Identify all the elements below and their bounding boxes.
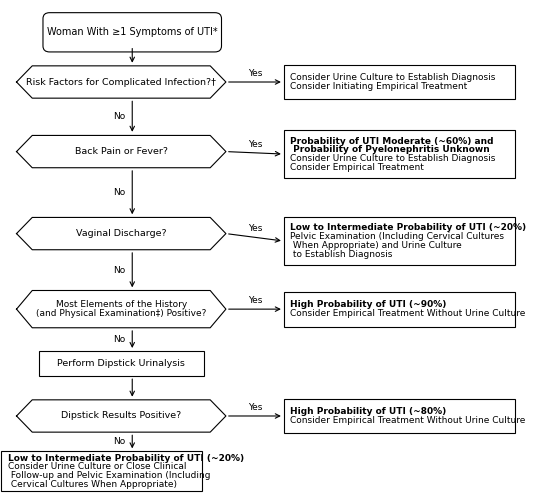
- Text: Consider Initiating Empirical Treatment: Consider Initiating Empirical Treatment: [290, 82, 468, 91]
- Text: Woman With ≥1 Symptoms of UTI*: Woman With ≥1 Symptoms of UTI*: [47, 27, 218, 37]
- Text: Follow-up and Pelvic Examination (Including: Follow-up and Pelvic Examination (Includ…: [8, 471, 210, 480]
- FancyBboxPatch shape: [43, 12, 222, 52]
- Text: Consider Urine Culture to Establish Diagnosis: Consider Urine Culture to Establish Diag…: [290, 154, 496, 163]
- Text: Yes: Yes: [247, 296, 262, 305]
- Text: Vaginal Discharge?: Vaginal Discharge?: [76, 229, 166, 238]
- Text: Probability of UTI Moderate (~60%) and: Probability of UTI Moderate (~60%) and: [290, 137, 494, 146]
- Polygon shape: [17, 136, 226, 168]
- Text: Consider Urine Culture or Close Clinical: Consider Urine Culture or Close Clinical: [8, 462, 186, 471]
- Text: Cervical Cultures When Appropriate): Cervical Cultures When Appropriate): [8, 480, 177, 489]
- Text: (and Physical Examination‡) Positive?: (and Physical Examination‡) Positive?: [36, 309, 207, 318]
- Text: Risk Factors for Complicated Infection?†: Risk Factors for Complicated Infection?†: [26, 78, 216, 86]
- FancyBboxPatch shape: [39, 351, 204, 376]
- Text: Perform Dipstick Urinalysis: Perform Dipstick Urinalysis: [57, 359, 185, 368]
- Text: No: No: [114, 188, 126, 197]
- Text: Low to Intermediate Probability of UTI (~20%): Low to Intermediate Probability of UTI (…: [290, 224, 527, 233]
- FancyBboxPatch shape: [284, 65, 515, 99]
- Polygon shape: [17, 218, 226, 249]
- Text: Consider Empirical Treatment: Consider Empirical Treatment: [290, 163, 424, 171]
- Text: Consider Empirical Treatment Without Urine Culture: Consider Empirical Treatment Without Uri…: [290, 309, 526, 318]
- Text: High Probability of UTI (~90%): High Probability of UTI (~90%): [290, 300, 447, 309]
- Text: Yes: Yes: [247, 140, 262, 149]
- Text: No: No: [114, 112, 126, 121]
- FancyBboxPatch shape: [284, 399, 515, 433]
- Polygon shape: [17, 290, 226, 328]
- Text: No: No: [114, 437, 126, 446]
- Text: Pelvic Examination (Including Cervical Cultures: Pelvic Examination (Including Cervical C…: [290, 232, 504, 241]
- FancyBboxPatch shape: [284, 292, 515, 327]
- Text: Low to Intermediate Probability of UTI (~20%): Low to Intermediate Probability of UTI (…: [8, 454, 244, 463]
- Text: Most Elements of the History: Most Elements of the History: [56, 300, 187, 309]
- Text: Consider Urine Culture to Establish Diagnosis: Consider Urine Culture to Establish Diag…: [290, 73, 496, 82]
- Text: Probability of Pyelonephritis Unknown: Probability of Pyelonephritis Unknown: [290, 145, 490, 154]
- FancyBboxPatch shape: [2, 451, 203, 491]
- Text: Yes: Yes: [247, 69, 262, 78]
- Text: to Establish Diagnosis: to Establish Diagnosis: [290, 249, 393, 258]
- FancyBboxPatch shape: [284, 218, 515, 264]
- Polygon shape: [17, 400, 226, 432]
- FancyBboxPatch shape: [284, 130, 515, 177]
- Polygon shape: [17, 66, 226, 98]
- Text: Dipstick Results Positive?: Dipstick Results Positive?: [61, 412, 181, 420]
- Text: High Probability of UTI (~80%): High Probability of UTI (~80%): [290, 407, 447, 416]
- Text: No: No: [114, 335, 126, 344]
- Text: Back Pain or Fever?: Back Pain or Fever?: [75, 147, 168, 156]
- Text: No: No: [114, 265, 126, 275]
- Text: Yes: Yes: [247, 224, 262, 233]
- Text: Consider Empirical Treatment Without Urine Culture: Consider Empirical Treatment Without Uri…: [290, 416, 526, 425]
- Text: When Appropriate) and Urine Culture: When Appropriate) and Urine Culture: [290, 241, 462, 250]
- Text: Yes: Yes: [247, 403, 262, 412]
